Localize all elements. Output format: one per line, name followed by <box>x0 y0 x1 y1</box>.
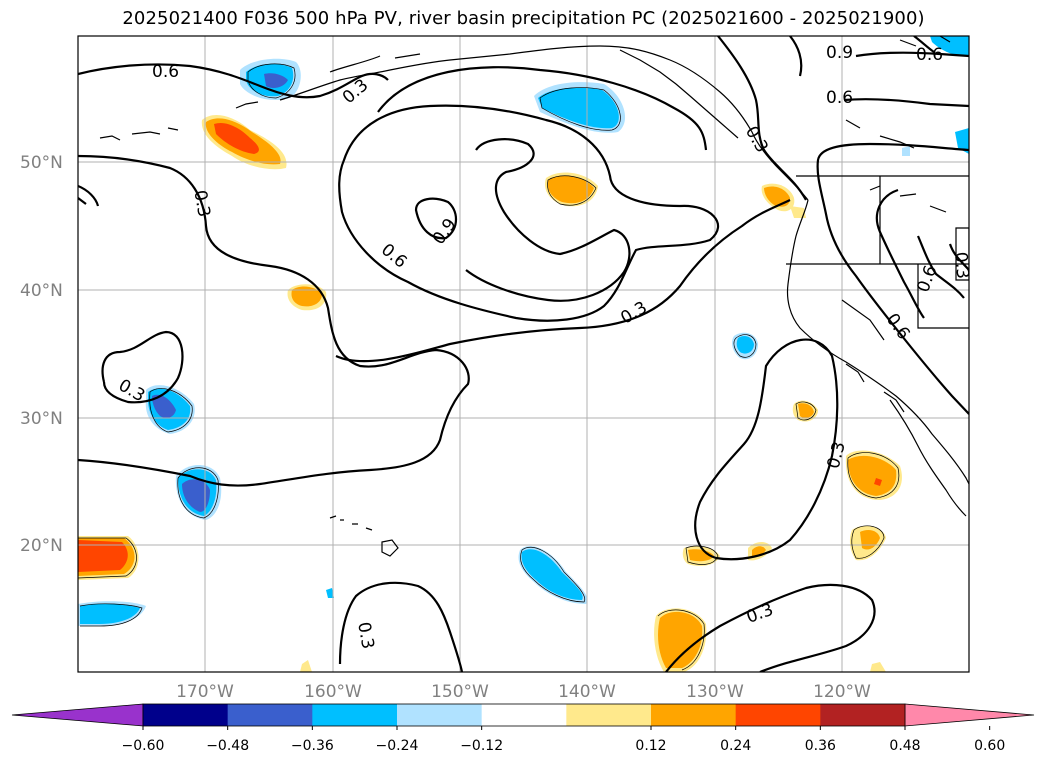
latitude-label: 40°N <box>20 281 63 301</box>
longitude-label: 160°W <box>304 682 362 702</box>
longitude-label: 140°W <box>558 682 616 702</box>
latitude-label: 50°N <box>20 153 63 173</box>
pv-contours <box>78 36 969 672</box>
longitude-label: 130°W <box>686 682 744 702</box>
colorbar-segment <box>227 704 313 726</box>
latitude-axis: 50°N 40°N 30°N 20°N <box>20 153 63 556</box>
shading-outlines <box>78 63 900 671</box>
contour-label: 0.6 <box>916 45 943 65</box>
colorbar-tick-label: −0.60 <box>122 738 165 754</box>
contour-label: 0.6 <box>152 62 179 82</box>
contour-label: 0.3 <box>353 621 377 651</box>
map-title: 2025021400 F036 500 hPa PV, river basin … <box>122 8 925 29</box>
colorbar-tick-label: −0.36 <box>291 738 334 754</box>
colorbar-tick-label: 0.36 <box>805 738 836 754</box>
colorbar-segment <box>566 704 652 726</box>
colorbar-tick-label: 0.12 <box>635 738 666 754</box>
latitude-label: 20°N <box>20 536 63 556</box>
colorbar-segment <box>143 704 229 726</box>
longitude-axis: 170°W 160°W 150°W 140°W 130°W 120°W <box>176 682 871 702</box>
colorbar-segment <box>820 704 906 726</box>
grid-lines <box>78 36 969 672</box>
colorbar-tick-label: −0.48 <box>206 738 249 754</box>
colorbar-segment <box>312 704 398 726</box>
contour-label: 0.3 <box>189 189 213 219</box>
colorbar-tick-label: 0.48 <box>889 738 920 754</box>
longitude-label: 170°W <box>176 682 234 702</box>
map-frame <box>77 35 970 673</box>
colorbar-over-extension <box>904 703 1035 727</box>
colorbar: −0.60 −0.48 −0.36 −0.24 −0.12 0.12 0.24 0.36 0.4… <box>11 703 1035 754</box>
coastlines <box>99 36 969 557</box>
colorbar-tick-label: −0.12 <box>460 738 503 754</box>
colorbar-segment <box>397 704 483 726</box>
colorbar-frame <box>142 703 906 727</box>
colorbar-tick-label: 0.60 <box>974 738 1005 754</box>
longitude-label: 120°W <box>813 682 871 702</box>
colorbar-segment <box>735 704 821 726</box>
longitude-label: 150°W <box>431 682 489 702</box>
contour-label: 0.6 <box>826 88 853 108</box>
colorbar-segment <box>481 704 567 726</box>
contour-label: 0.9 <box>826 43 853 63</box>
latitude-label: 30°N <box>20 409 63 429</box>
colorbar-tick-label: −0.24 <box>376 738 419 754</box>
colorbar-segment <box>651 704 737 726</box>
contour-label: 0.3 <box>950 251 972 280</box>
colorbar-tick-label: 0.24 <box>720 738 751 754</box>
colorbar-under-extension <box>11 703 144 727</box>
